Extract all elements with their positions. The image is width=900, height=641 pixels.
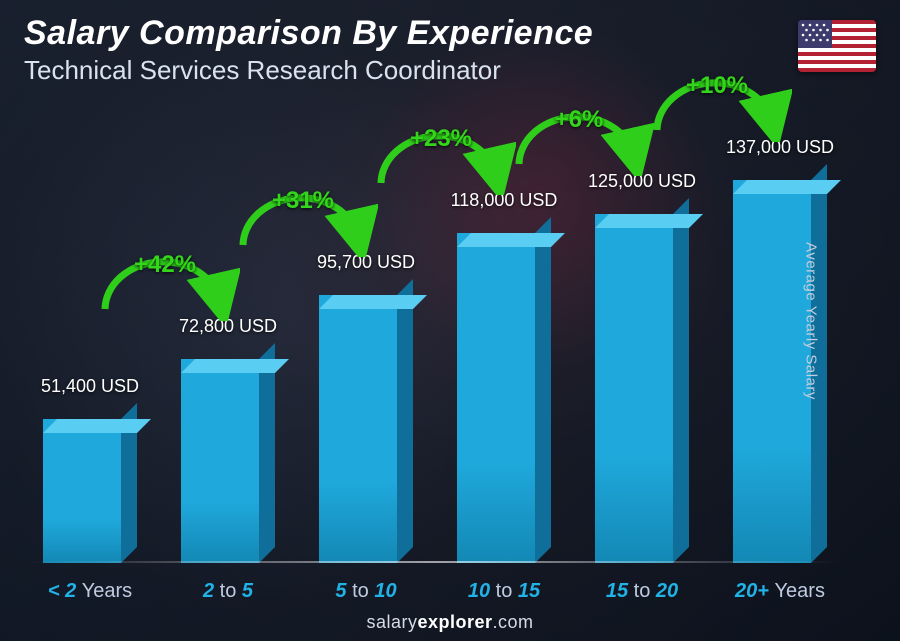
bar (319, 295, 413, 563)
x-axis-tick: 5 to 10 (306, 580, 426, 603)
bar-value-label: 72,800 USD (168, 316, 288, 337)
x-axis-tick: < 2 Years (30, 580, 150, 603)
x-axis-tick: 2 to 5 (168, 580, 288, 603)
bar-column: 125,000 USD+6% (582, 120, 702, 563)
bar-column: 95,700 USD+31% (306, 120, 426, 563)
x-axis-tick: 20+ Years (720, 580, 840, 603)
page-subtitle: Technical Services Research Coordinator (24, 55, 593, 86)
bar-column: 137,000 USD+10% (720, 120, 840, 563)
bar-chart: 51,400 USD72,800 USD+42%95,700 USD+31%11… (30, 120, 840, 563)
y-axis-label: Average Yearly Salary (803, 242, 820, 400)
title-block: Salary Comparison By Experience Technica… (24, 14, 593, 86)
bar (181, 359, 275, 563)
x-axis-tick: 10 to 15 (444, 580, 564, 603)
bar-column: 51,400 USD (30, 120, 150, 563)
bar-value-label: 118,000 USD (444, 190, 564, 211)
page-title: Salary Comparison By Experience (24, 14, 593, 53)
x-axis: < 2 Years 2 to 5 5 to 10 10 to 15 15 to 20 20… (30, 580, 840, 603)
bar-value-label: 95,700 USD (306, 252, 426, 273)
bar-column: 118,000 USD+23% (444, 120, 564, 563)
watermark-suffix: .com (493, 612, 534, 632)
watermark: salaryexplorer.com (0, 612, 900, 633)
country-flag-icon (798, 20, 876, 72)
bar (595, 214, 689, 563)
bar-column: 72,800 USD+42% (168, 120, 288, 563)
chart-baseline (30, 561, 840, 563)
bar (43, 419, 137, 563)
bar-value-label: 51,400 USD (30, 376, 150, 397)
x-axis-tick: 15 to 20 (582, 580, 702, 603)
watermark-prefix: salary (366, 612, 417, 632)
bar-value-label: 125,000 USD (582, 171, 702, 192)
bar-value-label: 137,000 USD (720, 137, 840, 158)
bar (457, 233, 551, 563)
watermark-bold: explorer (417, 612, 492, 632)
